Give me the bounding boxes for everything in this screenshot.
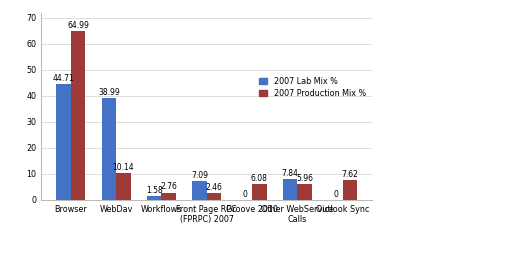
Bar: [192, 181, 207, 200]
Text: 44.71: 44.71: [53, 73, 74, 83]
Text: 1.58: 1.58: [146, 186, 163, 195]
Text: 6.08: 6.08: [251, 174, 268, 183]
Text: 7.84: 7.84: [282, 169, 299, 178]
Bar: [147, 196, 161, 200]
Bar: [161, 193, 176, 200]
Bar: [252, 184, 267, 200]
Bar: [102, 99, 116, 200]
Text: 64.99: 64.99: [67, 21, 89, 30]
Text: 7.62: 7.62: [342, 170, 358, 179]
Bar: [297, 184, 312, 200]
Text: 2.46: 2.46: [206, 183, 222, 192]
Text: 10.14: 10.14: [113, 163, 134, 172]
Text: 5.96: 5.96: [296, 174, 313, 183]
Text: 7.09: 7.09: [191, 171, 208, 180]
Legend: 2007 Lab Mix %, 2007 Production Mix %: 2007 Lab Mix %, 2007 Production Mix %: [256, 74, 368, 101]
Text: 38.99: 38.99: [98, 88, 120, 98]
Bar: [283, 179, 297, 200]
Text: 0: 0: [242, 190, 247, 199]
Bar: [343, 180, 357, 200]
Bar: [116, 173, 131, 200]
Bar: [56, 84, 71, 200]
Bar: [207, 193, 221, 200]
Text: 0: 0: [333, 190, 338, 199]
Bar: [71, 31, 85, 200]
Text: 2.76: 2.76: [160, 183, 177, 191]
